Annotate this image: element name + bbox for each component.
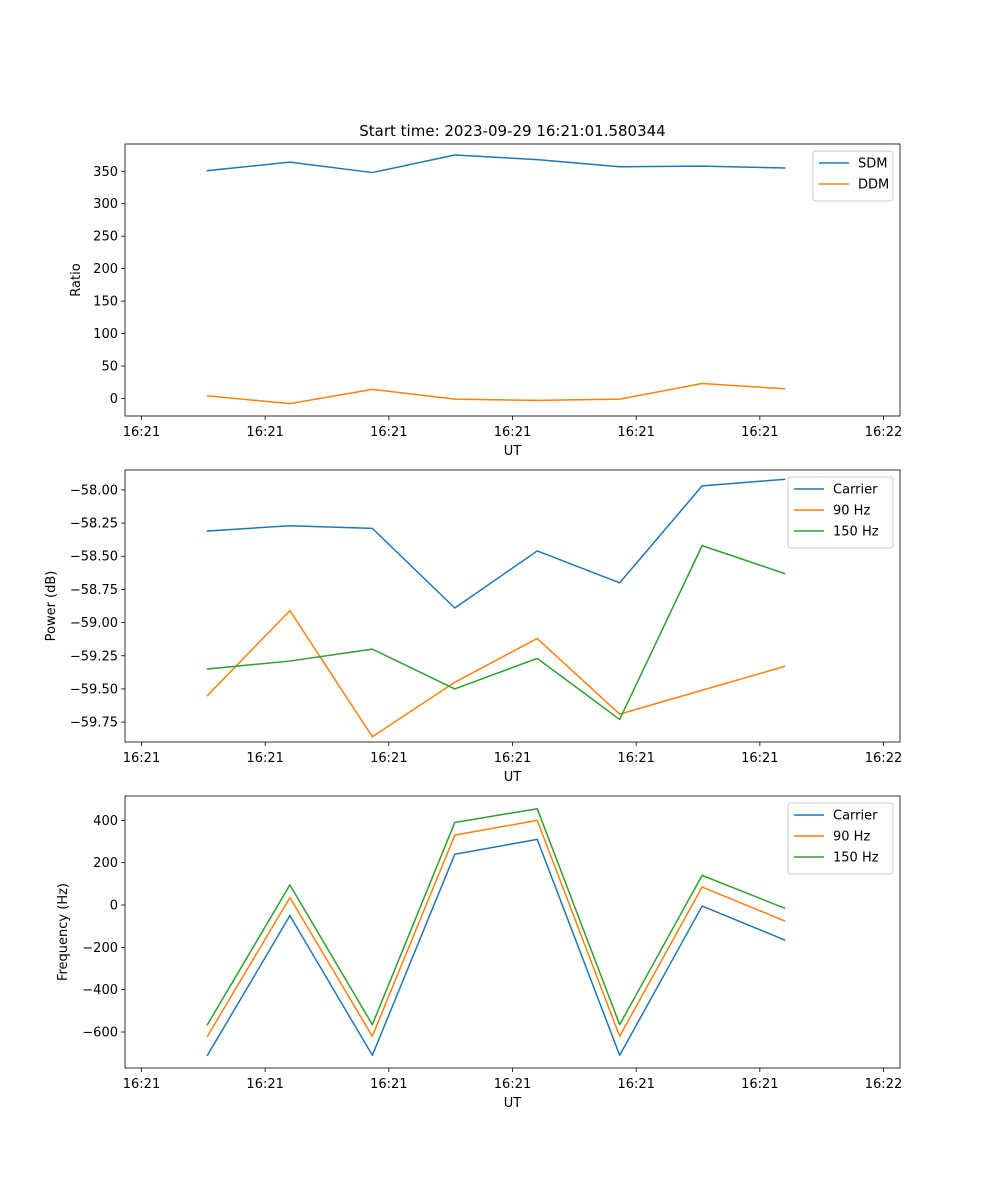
legend-label: Carrier (833, 809, 878, 824)
series-line-90-hz (206, 819, 786, 1038)
x-tick-label: 16:21 (123, 751, 160, 766)
x-tick-label: 16:22 (865, 1077, 902, 1092)
x-axis-label: UT (504, 1096, 522, 1111)
y-tick-label: 100 (93, 327, 118, 342)
y-tick-label: 250 (93, 230, 118, 245)
y-tick-label: 0 (110, 392, 118, 407)
y-tick-label: −58.75 (70, 583, 118, 598)
chart-panel-2: 16:21 16:21 16:21 16:21 16:21 16:21 16:22 −59.7… (44, 469, 902, 785)
y-tick-label: −59.50 (70, 682, 118, 697)
legend-label: Carrier (833, 483, 878, 498)
x-tick-label: 16:21 (741, 425, 778, 440)
plot-frame (124, 143, 901, 417)
x-axis-label: UT (504, 770, 522, 785)
x-tick-label: 16:21 (617, 1077, 654, 1092)
legend-label: 90 Hz (833, 830, 870, 845)
y-tick-label: −600 (82, 1026, 118, 1041)
y-tick-label: 0 (110, 899, 118, 914)
legend: Carrier 90 Hz 150 Hz (787, 802, 894, 875)
y-tick-label: 400 (93, 814, 118, 829)
series-line-150-hz (206, 544, 786, 721)
x-axis-label: UT (504, 444, 522, 459)
x-tick-label: 16:21 (370, 1077, 407, 1092)
legend: SDM DDM (812, 150, 894, 202)
y-tick-label: −58.00 (70, 483, 118, 498)
x-tick-label: 16:22 (865, 751, 902, 766)
y-tick-label: 200 (93, 856, 118, 871)
x-tick-label: 16:21 (246, 425, 283, 440)
x-tick-label: 16:22 (865, 425, 902, 440)
x-tick-label: 16:21 (494, 1077, 531, 1092)
x-tick-label: 16:21 (617, 425, 654, 440)
x-tick-label: 16:21 (741, 1077, 778, 1092)
x-tick-label: 16:21 (494, 751, 531, 766)
y-tick-label: −200 (82, 941, 118, 956)
x-tick-label: 16:21 (370, 425, 407, 440)
x-tick-label: 16:21 (123, 1077, 160, 1092)
series-line-ddm (206, 382, 786, 405)
y-tick-label: −59.75 (70, 716, 118, 731)
legend-label: 150 Hz (833, 525, 879, 540)
y-axis-label: Frequency (Hz) (56, 883, 71, 981)
y-tick-label: −58.25 (70, 517, 118, 532)
x-tick-label: 16:21 (123, 425, 160, 440)
y-tick-label: 350 (93, 165, 118, 180)
x-tick-label: 16:21 (246, 1077, 283, 1092)
y-tick-label: −400 (82, 983, 118, 998)
chart-panel-1: Start time: 2023-09-29 16:21:01.580344 16… (69, 122, 902, 459)
y-axis-label: Ratio (69, 263, 84, 296)
x-tick-label: 16:21 (494, 425, 531, 440)
chart-title: Start time: 2023-09-29 16:21:01.580344 (359, 122, 665, 140)
y-tick-label: 200 (93, 262, 118, 277)
x-tick-label: 16:21 (617, 751, 654, 766)
legend-label: 150 Hz (833, 851, 879, 866)
x-tick-label: 16:21 (246, 751, 283, 766)
series-line-90-hz (206, 609, 786, 738)
legend: Carrier 90 Hz 150 Hz (787, 476, 894, 549)
legend-label: 90 Hz (833, 504, 870, 519)
y-axis-label: Power (dB) (44, 571, 59, 642)
y-tick-label: −58.50 (70, 550, 118, 565)
y-tick-label: 150 (93, 295, 118, 310)
y-tick-label: 50 (101, 360, 118, 375)
y-tick-label: 300 (93, 197, 118, 212)
x-tick-label: 16:21 (741, 751, 778, 766)
y-tick-label: −59.25 (70, 649, 118, 664)
legend-label: SDM (858, 157, 887, 172)
chart-panel-3: 16:21 16:21 16:21 16:21 16:21 16:21 16:22 −600 −… (56, 795, 902, 1111)
series-line-carrier (206, 478, 786, 609)
series-line-150-hz (206, 807, 786, 1026)
x-tick-label: 16:21 (370, 751, 407, 766)
series-line-carrier (206, 838, 786, 1057)
y-tick-label: −59.00 (70, 616, 118, 631)
plot-frame (124, 469, 901, 743)
legend-label: DDM (858, 178, 889, 193)
series-line-sdm (206, 154, 786, 174)
plot-frame (124, 795, 901, 1069)
